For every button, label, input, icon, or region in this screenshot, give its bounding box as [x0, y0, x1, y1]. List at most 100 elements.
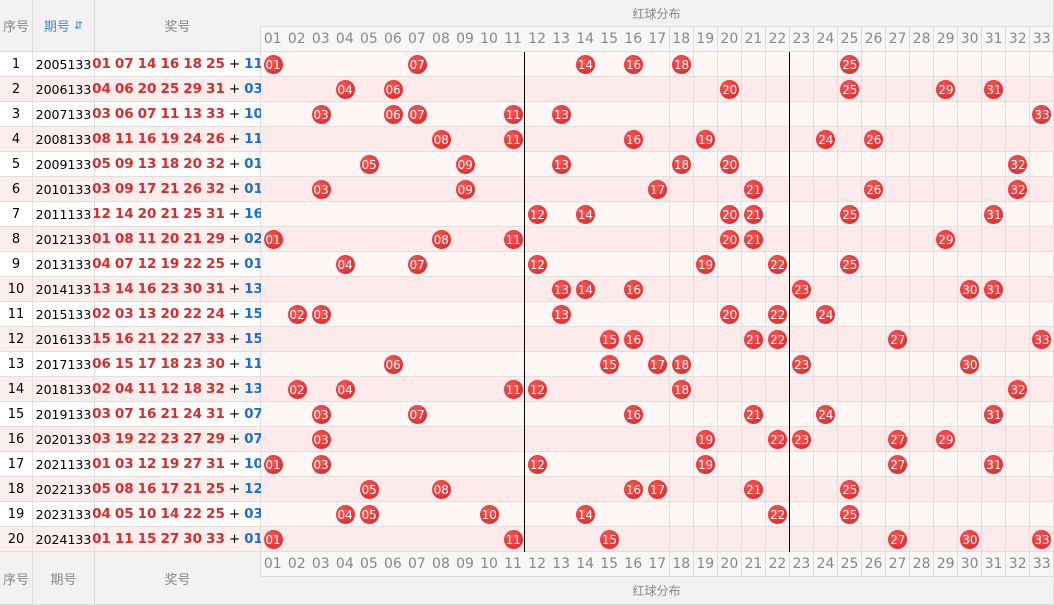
period: 2011133 [35, 206, 92, 222]
grid-cell [573, 227, 598, 252]
red-ball: 32 [1008, 180, 1028, 199]
header-period[interactable]: 期号 ⇵ [33, 0, 95, 52]
red-ball: 19 [696, 455, 716, 474]
grid-cell [741, 527, 767, 552]
red-number: 18 [160, 356, 180, 372]
grid-cell [765, 127, 791, 152]
grid-cell [837, 152, 863, 177]
grid-cell [741, 302, 767, 327]
grid-cell [957, 127, 983, 152]
grid-cell [789, 252, 815, 277]
header-column: 32 [1005, 27, 1031, 52]
grid-cell [429, 52, 454, 77]
grid-cell [933, 277, 959, 302]
plus: + [228, 281, 241, 297]
plus: + [228, 356, 241, 372]
red-number: 21 [137, 331, 157, 347]
grid-cell [621, 177, 646, 202]
grid-cell [285, 102, 310, 127]
section-divider [524, 52, 526, 552]
footer-column: 23 [789, 552, 815, 577]
footer-column: 10 [477, 552, 502, 577]
red-ball: 22 [768, 430, 788, 449]
grid-cell [885, 227, 911, 252]
red-ball: 09 [455, 155, 475, 174]
footer-column: 27 [885, 552, 911, 577]
grid-cell [981, 177, 1007, 202]
grid-cell [981, 102, 1007, 127]
prize-cell: 15 16 21 22 27 33 +15 [92, 327, 263, 352]
column-label: 21 [744, 31, 763, 47]
grid-cell [861, 402, 887, 427]
red-number: 11 [160, 106, 180, 122]
header-column: 22 [765, 27, 791, 52]
red-number: 18 [183, 56, 203, 72]
grid-cell [405, 302, 430, 327]
grid-cell [381, 327, 406, 352]
column-label: 03 [311, 31, 330, 47]
grid-cell [669, 277, 695, 302]
red-ball: 29 [936, 80, 956, 99]
blue-number: 13 [244, 281, 263, 297]
red-ball: 04 [335, 255, 355, 274]
red-number: 04 [114, 381, 134, 397]
column-label: 25 [840, 31, 859, 47]
column-label: 29 [936, 31, 955, 47]
grid-cell [933, 502, 959, 527]
grid-cell [333, 477, 358, 502]
grid-cell [645, 527, 670, 552]
column-label: 15 [600, 556, 619, 572]
grid-cell [1029, 377, 1054, 402]
prize-cell: 03 19 22 23 27 29 +07 [92, 427, 263, 452]
grid-cell [549, 77, 574, 102]
grid-cell [285, 202, 310, 227]
period: 2013133 [35, 256, 92, 272]
red-number: 14 [160, 506, 180, 522]
column-label: 18 [672, 556, 691, 572]
grid-cell [381, 277, 406, 302]
red-number: 22 [160, 331, 180, 347]
grid-cell [477, 327, 502, 352]
column-label: 12 [528, 556, 546, 572]
grid-cell [621, 77, 646, 102]
period-cell: 2016133 [33, 327, 95, 352]
red-ball: 13 [551, 155, 571, 174]
grid-cell [621, 352, 646, 377]
grid-cell [957, 152, 983, 177]
red-ball: 26 [864, 180, 884, 199]
grid-cell [693, 377, 719, 402]
red-ball: 07 [407, 105, 427, 124]
column-label: 24 [816, 556, 835, 572]
grid-cell [813, 77, 839, 102]
grid-cell [381, 252, 406, 277]
grid-cell [549, 327, 574, 352]
grid-cell [669, 452, 695, 477]
grid-cell [405, 527, 430, 552]
column-label: 07 [408, 31, 426, 47]
grid-cell [909, 127, 935, 152]
grid-cell [789, 377, 815, 402]
grid-cell [309, 277, 334, 302]
prize-cell: 08 11 16 19 24 26 +11 [92, 127, 263, 152]
grid-cell [669, 127, 695, 152]
grid-cell [333, 177, 358, 202]
period: 2023133 [35, 506, 92, 522]
grid-cell [333, 202, 358, 227]
red-number: 13 [137, 156, 157, 172]
grid-cell [957, 202, 983, 227]
red-ball: 21 [744, 330, 764, 349]
sort-icon[interactable]: ⇵ [73, 19, 84, 32]
plus: + [228, 206, 241, 222]
red-ball: 19 [696, 430, 716, 449]
grid-cell [333, 52, 358, 77]
grid-cell [285, 477, 310, 502]
grid-cell [741, 77, 767, 102]
blue-number: 01 [244, 531, 263, 547]
blue-number: 02 [244, 231, 263, 247]
grid-cell [981, 527, 1007, 552]
grid-cell [621, 152, 646, 177]
column-label: 08 [432, 31, 450, 47]
grid-cell [597, 427, 622, 452]
column-label: 09 [456, 31, 474, 47]
grid-cell [981, 377, 1007, 402]
